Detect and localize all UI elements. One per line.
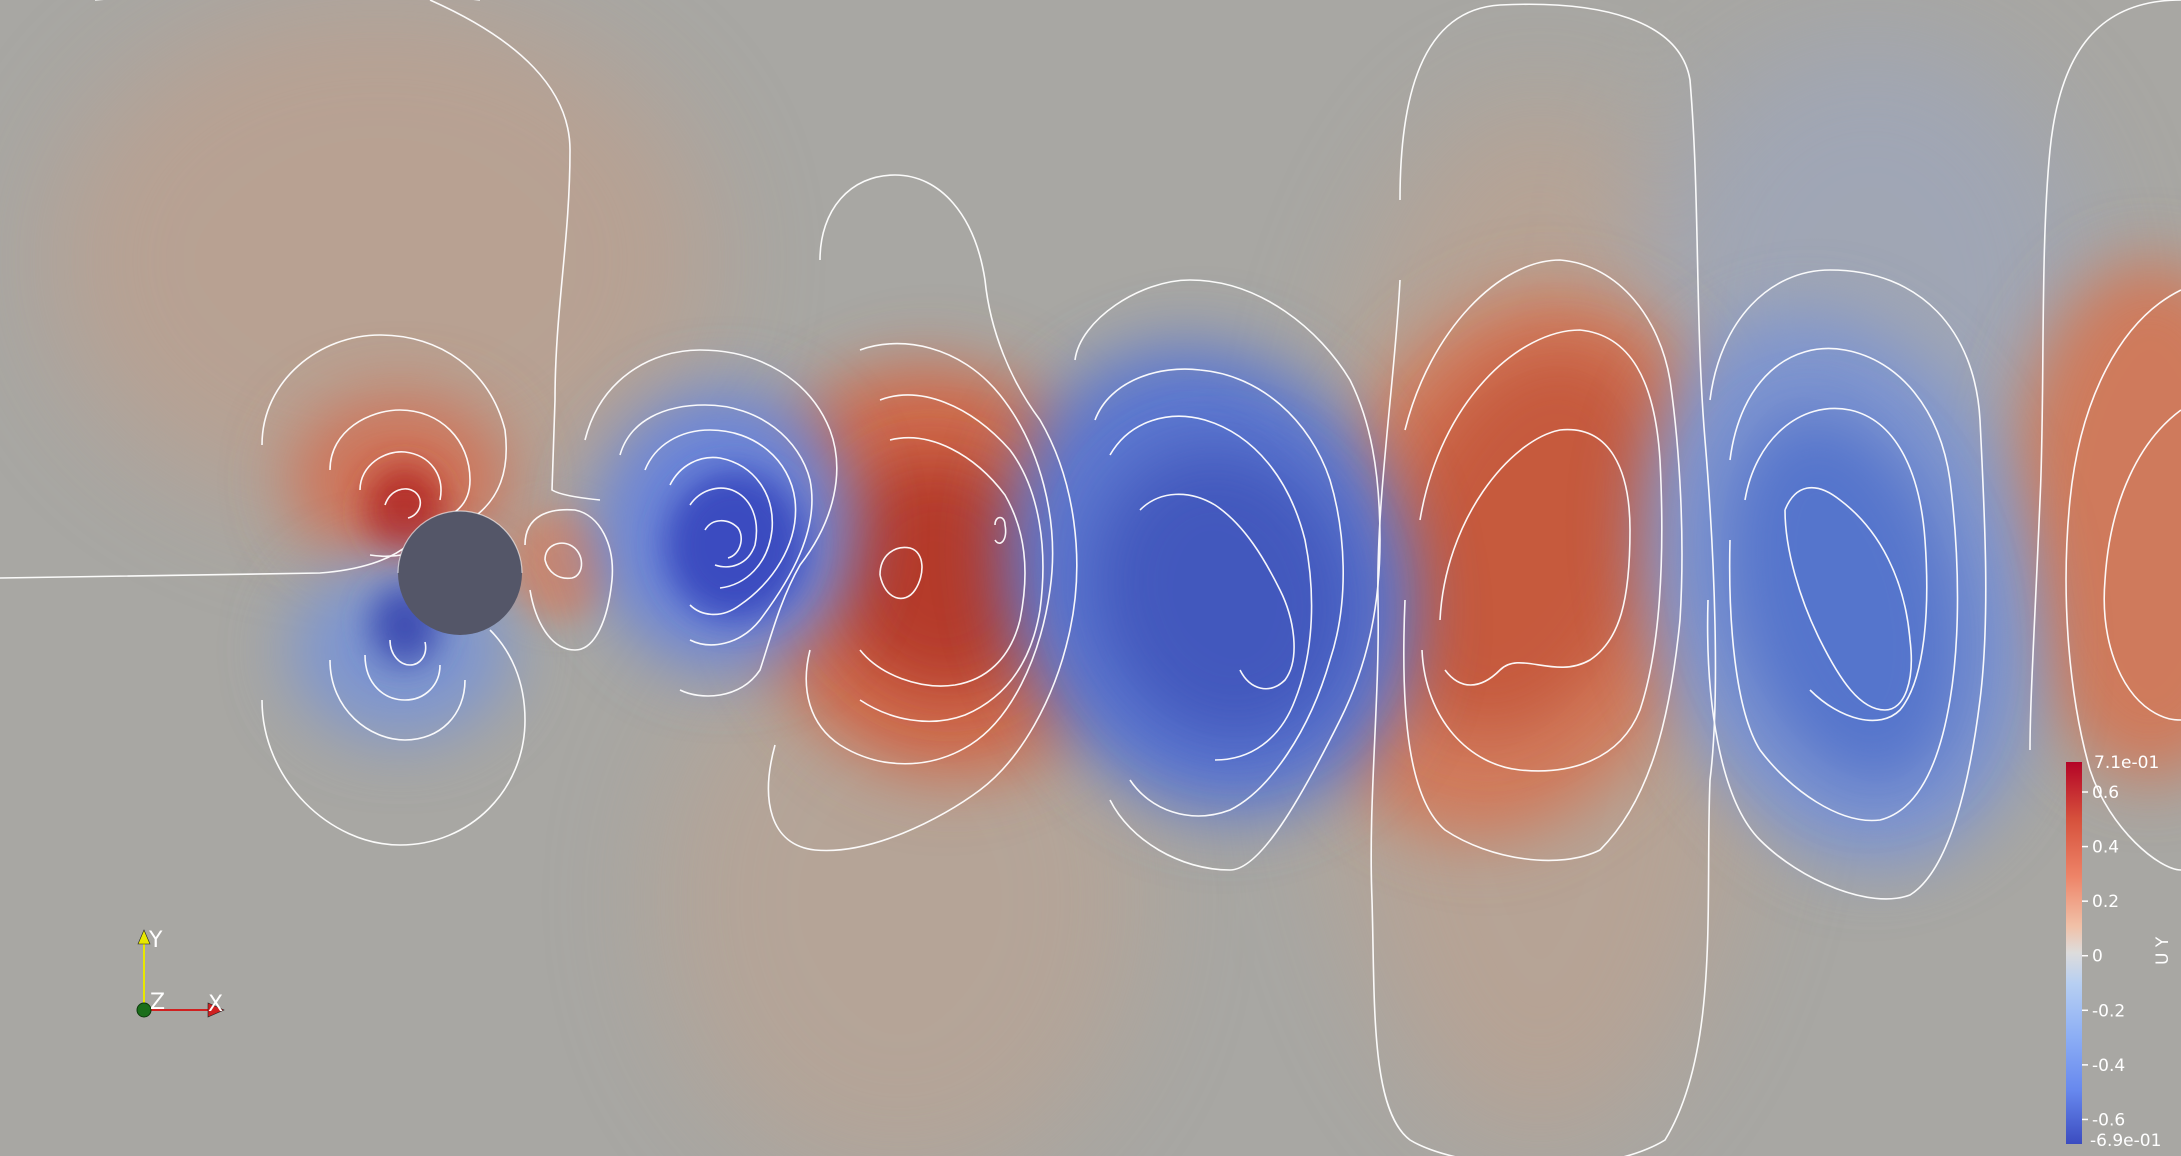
- colorbar-max-label: 7.1e-01: [2094, 753, 2159, 773]
- cylinder-obstacle: [398, 511, 522, 635]
- colorbar-tick-label: 0.2: [2092, 892, 2119, 912]
- colorbar-tick-label: -0.2: [2092, 1001, 2125, 1021]
- y-axis-label: Y: [148, 928, 163, 953]
- colorbar-tick-label: 0.6: [2092, 783, 2119, 803]
- colorbar-tick-label: -0.6: [2092, 1110, 2125, 1130]
- colorbar-min-label: -6.9e-01: [2090, 1131, 2161, 1151]
- colorbar-title: U Y: [2153, 936, 2173, 965]
- x-axis-label: X: [208, 992, 223, 1017]
- z-axis-label: Z: [150, 990, 165, 1015]
- colorbar-tick-label: 0.4: [2092, 838, 2119, 858]
- colorbar-tick-label: 0: [2092, 947, 2103, 967]
- z-axis-dot: [137, 1003, 151, 1017]
- colorbar-tick-label: -0.4: [2092, 1056, 2125, 1076]
- colorbar-gradient-bar: [2066, 762, 2082, 1144]
